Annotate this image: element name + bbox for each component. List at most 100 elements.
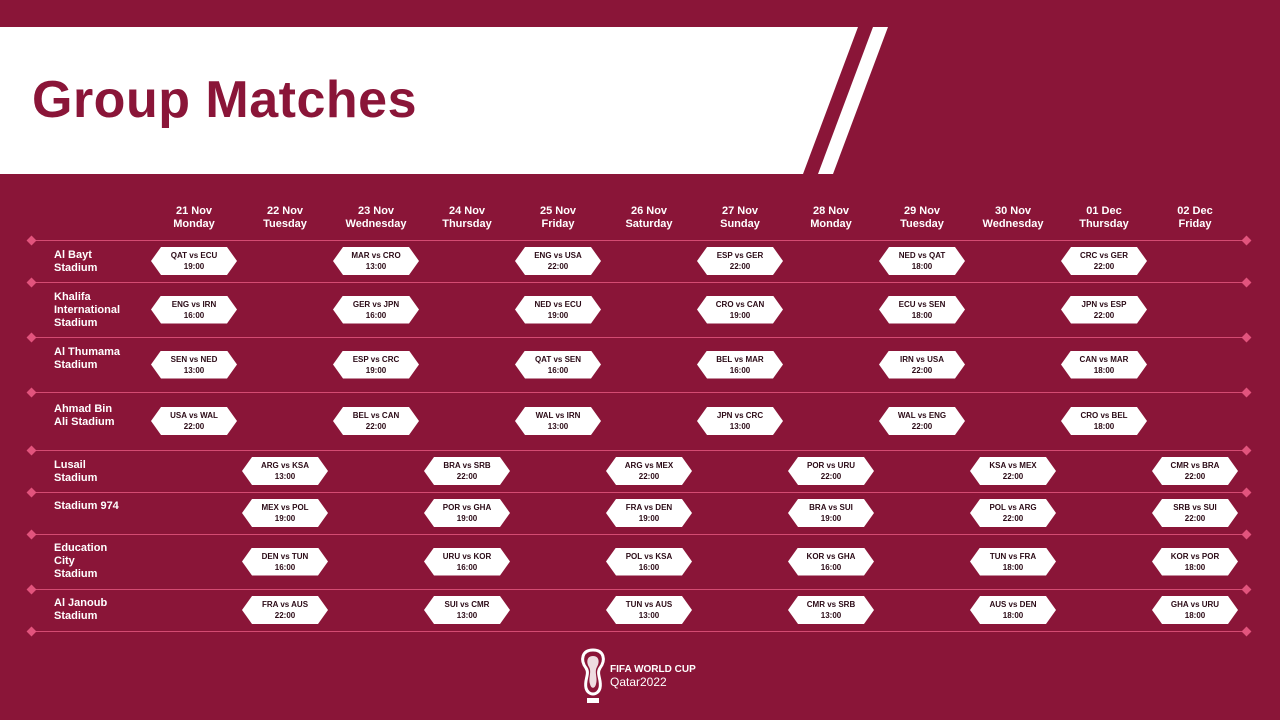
day-weekday: Wednesday — [982, 218, 1044, 230]
match-card[interactable]: BRA vs SRB 22:00 — [424, 457, 510, 485]
match-card[interactable]: QAT vs ECU 19:00 — [151, 247, 237, 275]
match-teams: CAN vs MAR — [1079, 354, 1129, 364]
stadium-label-line: Al Thumama — [54, 346, 121, 358]
match-time: 13:00 — [638, 611, 660, 620]
match-card[interactable]: ECU vs SEN 18:00 — [879, 295, 965, 324]
stadium-label-line: Stadium 974 — [54, 500, 119, 512]
match-time: 22:00 — [729, 262, 751, 271]
divider-diamond-marker — [26, 445, 37, 456]
match-card[interactable]: BEL vs CAN 22:00 — [333, 407, 419, 435]
stadium-label: Education City Stadium — [54, 542, 144, 581]
match-time: 18:00 — [1184, 562, 1206, 572]
match-card[interactable]: CRO vs BEL 18:00 — [1061, 407, 1147, 435]
match-teams: ESP vs CRC — [352, 354, 400, 364]
match-time: 18:00 — [911, 310, 933, 320]
match-card[interactable]: POR vs URU 22:00 — [788, 457, 874, 485]
match-card[interactable]: CMR vs SRB 13:00 — [788, 596, 874, 624]
match-card[interactable]: TUN vs AUS 13:00 — [606, 596, 692, 624]
match-card[interactable]: ARG vs KSA 13:00 — [242, 457, 328, 485]
row-divider — [32, 282, 1246, 283]
match-card[interactable]: KSA vs MEX 22:00 — [970, 457, 1056, 485]
match-time: 13:00 — [820, 611, 842, 620]
match-card[interactable]: GHA vs URU 18:00 — [1152, 596, 1238, 624]
title-banner: Group Matches — [0, 0, 1280, 180]
match-card[interactable]: SRB vs SUI 22:00 — [1152, 499, 1238, 527]
divider-diamond-marker — [1241, 387, 1252, 398]
match-card[interactable]: BEL vs MAR 16:00 — [697, 350, 783, 379]
match-card[interactable]: POL vs ARG 22:00 — [970, 499, 1056, 527]
match-time: 18:00 — [1002, 611, 1024, 620]
match-teams: KOR vs GHA — [806, 551, 856, 561]
match-card[interactable]: BRA vs SUI 19:00 — [788, 499, 874, 527]
row-divider — [32, 392, 1246, 393]
match-card[interactable]: CAN vs MAR 18:00 — [1061, 350, 1147, 379]
match-card[interactable]: POR vs GHA 19:00 — [424, 499, 510, 527]
match-card[interactable]: JPN vs CRC 13:00 — [697, 407, 783, 435]
match-card[interactable]: ARG vs MEX 22:00 — [606, 457, 692, 485]
day-weekday: Friday — [1178, 218, 1212, 230]
match-card[interactable]: MAR vs CRO 13:00 — [333, 247, 419, 275]
day-header: 29 Nov Tuesday — [872, 205, 972, 231]
match-card[interactable]: FRA vs DEN 19:00 — [606, 499, 692, 527]
day-date: 01 Dec — [1086, 205, 1122, 217]
match-card[interactable]: CRC vs GER 22:00 — [1061, 247, 1147, 275]
match-teams: KOR vs POR — [1170, 551, 1220, 561]
match-card[interactable]: KOR vs GHA 16:00 — [788, 547, 874, 576]
day-header: 30 Nov Wednesday — [963, 205, 1063, 231]
match-time: 13:00 — [274, 472, 296, 481]
day-header: 21 Nov Monday — [144, 205, 244, 231]
day-date: 26 Nov — [630, 205, 668, 217]
match-card[interactable]: ESP vs CRC 19:00 — [333, 350, 419, 379]
day-date: 02 Dec — [1177, 205, 1213, 217]
match-card[interactable]: CMR vs BRA 22:00 — [1152, 457, 1238, 485]
match-time: 16:00 — [547, 365, 569, 375]
stadium-label-line: Stadium — [54, 568, 98, 580]
day-header: 24 Nov Thursday — [417, 205, 517, 231]
match-card[interactable]: ENG vs USA 22:00 — [515, 247, 601, 275]
match-card[interactable]: AUS vs DEN 18:00 — [970, 596, 1056, 624]
match-time: 22:00 — [1002, 514, 1024, 523]
match-card[interactable]: NED vs QAT 18:00 — [879, 247, 965, 275]
match-card[interactable]: ENG vs IRN 16:00 — [151, 295, 237, 324]
match-card[interactable]: USA vs WAL 22:00 — [151, 407, 237, 435]
match-card[interactable]: POL vs KSA 16:00 — [606, 547, 692, 576]
match-time: 22:00 — [1093, 262, 1115, 271]
match-teams: USA vs WAL — [170, 411, 218, 420]
divider-diamond-marker — [1241, 332, 1252, 343]
divider-diamond-marker — [26, 626, 37, 637]
day-header: 02 Dec Friday — [1145, 205, 1245, 231]
match-time: 16:00 — [729, 365, 751, 375]
match-card[interactable]: TUN vs FRA 18:00 — [970, 547, 1056, 576]
divider-diamond-marker — [1241, 626, 1252, 637]
match-teams: WAL vs IRN — [535, 411, 581, 420]
match-card[interactable]: KOR vs POR 18:00 — [1152, 547, 1238, 576]
match-teams: BEL vs MAR — [716, 354, 764, 364]
match-card[interactable]: IRN vs USA 22:00 — [879, 350, 965, 379]
match-card[interactable]: FRA vs AUS 22:00 — [242, 596, 328, 624]
logo-wordmark: FIFA WORLD CUP Qatar2022 — [610, 664, 696, 688]
day-weekday: Tuesday — [900, 218, 944, 230]
match-card[interactable]: SUI vs CMR 13:00 — [424, 596, 510, 624]
match-card[interactable]: GER vs JPN 16:00 — [333, 295, 419, 324]
match-card[interactable]: URU vs KOR 16:00 — [424, 547, 510, 576]
match-card[interactable]: SEN vs NED 13:00 — [151, 350, 237, 379]
match-card[interactable]: CRO vs CAN 19:00 — [697, 295, 783, 324]
match-time: 22:00 — [911, 365, 933, 375]
match-time: 22:00 — [365, 422, 387, 431]
day-date: 28 Nov — [812, 205, 850, 217]
match-card[interactable]: MEX vs POL 19:00 — [242, 499, 328, 527]
stadium-label-line: Ali Stadium — [54, 416, 115, 428]
match-card[interactable]: WAL vs ENG 22:00 — [879, 407, 965, 435]
match-card[interactable]: ESP vs GER 22:00 — [697, 247, 783, 275]
match-teams: CMR vs BRA — [1170, 461, 1220, 470]
match-teams: POL vs ARG — [989, 503, 1037, 512]
match-time: 13:00 — [365, 262, 387, 271]
match-card[interactable]: QAT vs SEN 16:00 — [515, 350, 601, 379]
match-card[interactable]: WAL vs IRN 13:00 — [515, 407, 601, 435]
match-teams: CRO vs BEL — [1080, 411, 1128, 420]
match-card[interactable]: JPN vs ESP 22:00 — [1061, 295, 1147, 324]
match-time: 19:00 — [183, 262, 205, 271]
match-card[interactable]: DEN vs TUN 16:00 — [242, 547, 328, 576]
match-card[interactable]: NED vs ECU 19:00 — [515, 295, 601, 324]
day-header: 28 Nov Monday — [781, 205, 881, 231]
